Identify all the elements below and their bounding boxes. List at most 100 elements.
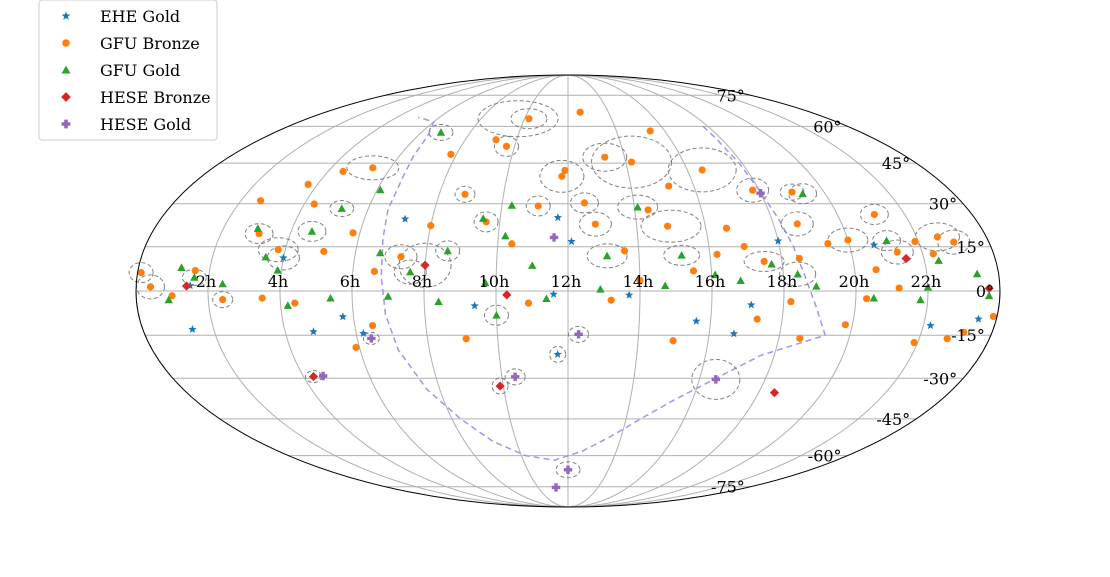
dec-tick-label: 30° — [929, 195, 957, 214]
gfu-gold-point — [798, 189, 807, 198]
gfu-bronze-point — [370, 267, 378, 276]
gfu-bronze-point — [525, 115, 533, 123]
gfu-bronze-point — [591, 220, 599, 228]
gfu-bronze-point — [793, 220, 801, 228]
ehe-gold-point — [625, 290, 634, 299]
legend-label-gfu-bronze: GFU Bronze — [100, 34, 200, 53]
gfu-bronze-point — [580, 199, 589, 207]
gfu-bronze-point — [788, 188, 796, 196]
gfu-bronze-point — [274, 246, 282, 254]
hese-gold-point — [574, 330, 583, 339]
legend-marker-ehe-gold — [61, 11, 71, 20]
ra-tick-label: 22h — [911, 272, 942, 291]
ehe-gold-point — [974, 314, 983, 323]
ra-tick-label: 10h — [479, 272, 510, 291]
gfu-bronze-point — [502, 142, 511, 150]
gfu-gold-point — [984, 291, 994, 300]
sky-outline — [135, 74, 1001, 508]
uncertainty-region — [880, 239, 914, 265]
gfu-gold-point — [660, 281, 670, 290]
uncertainty-region — [504, 368, 526, 386]
gfu-bronze-point — [722, 224, 731, 232]
gfu-bronze-point — [627, 158, 636, 166]
gfu-gold-point — [916, 295, 925, 304]
ehe-gold-point — [747, 300, 756, 309]
uncertainty-region — [859, 203, 889, 225]
dec-tick-label: 60° — [813, 117, 841, 136]
gfu-gold-point — [882, 236, 891, 245]
dec-tick-label: -45° — [876, 410, 910, 429]
gfu-gold-point — [383, 292, 393, 300]
galactic-plane-line — [380, 116, 827, 461]
gfu-bronze-point — [558, 172, 566, 180]
gfu-bronze-point — [369, 164, 377, 172]
gfu-bronze-point — [304, 180, 312, 189]
gfu-bronze-point — [644, 206, 652, 214]
uncertainty-region — [827, 227, 869, 253]
uncertainty-region — [663, 244, 701, 266]
uncertainty-region — [297, 220, 327, 242]
gfu-bronze-point — [291, 299, 299, 307]
ra-tick-label: 16h — [695, 272, 726, 291]
uncertainty-region — [398, 242, 452, 288]
gfu-bronze-point — [960, 328, 968, 336]
hese-gold-point — [551, 483, 561, 492]
gfu-bronze-point — [320, 247, 328, 256]
gfu-bronze-point — [933, 233, 942, 241]
gfu-gold-point — [164, 295, 173, 304]
gfu-gold-point — [190, 273, 199, 281]
gfu-bronze-point — [349, 229, 357, 237]
gfu-gold-point — [481, 278, 490, 287]
gfu-gold-point — [326, 293, 335, 302]
uncertainty-region — [212, 291, 234, 309]
uncertainty-region — [473, 211, 499, 233]
ra-tick-label: 4h — [268, 272, 288, 291]
uncertainty-region — [525, 195, 551, 217]
ra-tick-label: 20h — [839, 272, 870, 291]
gfu-bronze-point — [713, 250, 721, 258]
ra-tick-label: 12h — [551, 272, 582, 291]
gfu-gold-point — [736, 276, 745, 284]
gfu-bronze-point — [534, 202, 542, 210]
hese-bronze-point — [502, 290, 512, 300]
gfu-bronze-point — [663, 222, 672, 230]
gfu-gold-point — [492, 311, 501, 319]
uncertainty-region — [578, 211, 612, 237]
dec-tick-label: -60° — [808, 447, 842, 466]
uncertainty-region — [435, 240, 461, 262]
gfu-gold-point — [307, 227, 317, 235]
axis-ticks: 22h 20h 18h 16h 14h 12h 10h 8h 6h 4h 2h 75° 60° 45° 30… — [196, 86, 994, 496]
uncertainty-region — [569, 192, 599, 214]
legend-marker-hese-bronze — [61, 92, 71, 102]
gfu-bronze-point — [895, 284, 903, 292]
uncertainty-region — [454, 185, 476, 203]
gfu-bronze-point — [576, 108, 584, 116]
uncertainty-regions — [128, 100, 971, 479]
gfu-bronze-point — [601, 153, 609, 161]
gfu-bronze-point — [310, 200, 318, 208]
gfu-gold-point — [443, 246, 452, 255]
data-points — [137, 108, 998, 492]
grid-lines — [136, 74, 1000, 508]
legend: EHE Gold GFU Bronze GFU Gold HESE Bronze HES… — [38, 0, 218, 141]
gfu-bronze-point — [524, 299, 533, 307]
gfu-gold-point — [602, 251, 612, 260]
legend-marker-gfu-gold — [61, 65, 71, 74]
uncertainty-region — [477, 100, 559, 138]
gfu-gold-point — [479, 214, 488, 222]
ehe-gold-point — [470, 301, 479, 310]
gfu-bronze-point — [796, 334, 804, 343]
gfu-gold-point — [337, 204, 346, 212]
uncertainty-region — [428, 123, 454, 141]
ra-tick-label: 8h — [412, 272, 432, 291]
gfu-gold-point — [793, 269, 802, 278]
dec-tick-label: 0° — [976, 282, 994, 301]
hese-bronze-point — [181, 281, 192, 291]
uncertainty-region — [617, 194, 659, 220]
uncertainty-region — [244, 223, 274, 245]
ehe-gold-point — [926, 321, 935, 330]
gfu-gold-point — [436, 128, 446, 136]
ehe-gold-point — [692, 316, 701, 325]
hese-gold-point — [510, 372, 520, 382]
